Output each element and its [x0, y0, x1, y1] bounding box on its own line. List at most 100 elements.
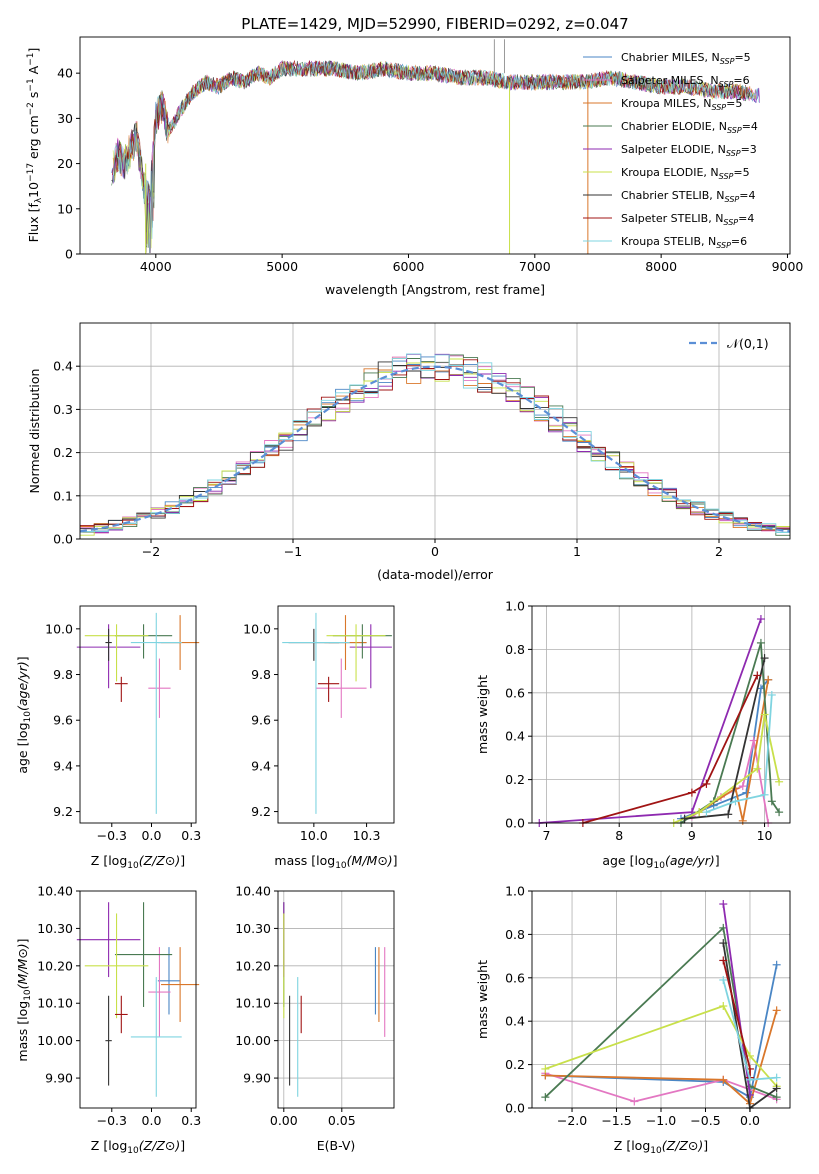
spectrum-line — [112, 60, 760, 253]
y-tick-label: 0.1 — [53, 488, 73, 503]
legend-label: 𝒩(0,1) — [727, 336, 769, 351]
x-tick-label: −0.3 — [97, 828, 127, 843]
chart-residuals: −2 −1 0 1 2 0.0 0.1 0.2 0.3 0.4 (data-model)/error… — [27, 322, 791, 582]
spectrum-line — [112, 59, 751, 253]
x-tick-label: 8 — [615, 828, 623, 843]
y-tick-label: 40 — [57, 66, 73, 81]
chart-mass-vs-EBV: 0.00 0.05 9.90 10.00 10.10 10.20 10.30 10.40 E(B… — [235, 884, 395, 1153]
x-tick-label: −0.3 — [97, 1113, 127, 1128]
axes-frame — [79, 890, 197, 1109]
legend-label: Salpeter STELIB, NSSP=4 — [621, 212, 754, 227]
chart-spectrum: 4000 5000 6000 7000 8000 9000 0 10 20 30 40 wavelen… — [26, 36, 803, 297]
legend-label: Chabrier STELIB, NSSP=4 — [621, 189, 755, 204]
axes-frame — [79, 605, 197, 824]
x-tick-label: 0.00 — [270, 1113, 298, 1128]
figure-title: PLATE=1429, MJD=52990, FIBERID=0292, z=0… — [241, 15, 628, 33]
weight-line — [582, 675, 759, 824]
axes-frame — [277, 890, 395, 1109]
y-tick-label: 0.4 — [505, 729, 525, 744]
legend-label: Salpeter MILES, NSSP=6 — [621, 74, 750, 89]
y-tick-label: 9.2 — [251, 804, 271, 819]
x-tick-label: 7000 — [519, 259, 551, 274]
x-axis-label: mass [log10(M/M⊙)] — [274, 853, 397, 871]
x-tick-label: 9 — [688, 828, 696, 843]
y-axis-label: mass weight — [475, 675, 490, 754]
y-tick-label: 10.10 — [235, 996, 271, 1011]
y-tick-label: 9.8 — [53, 667, 73, 682]
chart-weight-vs-Z: −2.0 −1.5 −1.0 −0.5 0.0 0.0 0.2 0.4 0.6 0.8 1.0 mas… — [475, 884, 791, 1156]
y-tick-label: 9.90 — [45, 1071, 73, 1086]
y-axis-label: mass [log10(M/M⊙)] — [15, 938, 33, 1061]
chart-age-vs-mass: 10.0 10.3 9.2 9.4 9.6 9.8 10.0 mass [log10(M/M⊙… — [243, 605, 398, 871]
y-axis-label: age [log10(age/yr)] — [15, 656, 33, 773]
x-tick-label: −2.0 — [557, 1113, 587, 1128]
plot-area — [541, 900, 781, 1112]
x-axis-label: Z [log10(Z/Z⊙)] — [614, 1138, 708, 1156]
x-tick-label: 8000 — [645, 259, 677, 274]
y-tick-label: 10.00 — [235, 1033, 271, 1048]
plot-area — [535, 615, 784, 827]
x-axis-label: E(B-V) — [317, 1138, 356, 1153]
y-tick-label: 10.20 — [37, 958, 73, 973]
y-tick-label: 9.4 — [53, 758, 73, 773]
y-tick-label: 10.20 — [235, 958, 271, 973]
x-tick-label: 0.3 — [181, 1113, 201, 1128]
legend-label: Salpeter ELODIE, NSSP=3 — [621, 143, 757, 158]
x-tick-label: 10.0 — [300, 828, 328, 843]
legend-label: Chabrier ELODIE, NSSP=4 — [621, 120, 758, 135]
x-tick-label: −1.0 — [646, 1113, 676, 1128]
y-tick-label: 0.0 — [505, 1101, 525, 1116]
y-tick-label: 0.8 — [505, 642, 525, 657]
weight-line — [545, 964, 778, 1099]
plot-area — [283, 902, 386, 1097]
y-tick-label: 9.6 — [53, 713, 73, 728]
x-axis-label: age [log10(age/yr)] — [602, 853, 719, 871]
y-tick-label: 10.0 — [243, 621, 271, 636]
y-tick-label: 1.0 — [505, 884, 525, 899]
weight-line — [545, 1010, 778, 1106]
x-tick-label: 10.3 — [353, 828, 381, 843]
y-tick-label: 0.6 — [505, 970, 525, 985]
y-tick-label: 0.0 — [53, 532, 73, 547]
x-tick-label: 0.05 — [328, 1113, 356, 1128]
legend-label: Chabrier MILES, NSSP=5 — [621, 51, 751, 66]
y-tick-label: 10.40 — [235, 884, 271, 899]
weight-line — [544, 926, 778, 1099]
x-tick-label: −1.5 — [601, 1113, 631, 1128]
x-axis-label: (data-model)/error — [377, 567, 494, 582]
x-axis-label: Z [log10(Z/Z⊙)] — [91, 1138, 185, 1156]
y-tick-label: 0.4 — [53, 359, 73, 374]
y-tick-label: 10.00 — [37, 1033, 73, 1048]
plot-area — [282, 612, 392, 814]
histogram-step — [80, 353, 790, 533]
y-axis-label: mass weight — [475, 960, 490, 1039]
y-tick-label: 0.2 — [505, 772, 525, 787]
x-tick-label: −0.5 — [690, 1113, 720, 1128]
x-axis-label: wavelength [Angstrom, rest frame] — [325, 282, 545, 297]
y-tick-label: 0.6 — [505, 685, 525, 700]
axes-frame — [79, 322, 791, 540]
chart-age-vs-Z: −0.3 0.0 0.3 9.2 9.4 9.6 9.8 10.0 Z [log10(Z/Z⊙)… — [15, 605, 201, 871]
y-tick-label: 9.8 — [251, 667, 271, 682]
y-tick-label: 10.30 — [235, 921, 271, 936]
y-tick-label: 10.0 — [45, 621, 73, 636]
plot-area — [76, 902, 200, 1097]
x-tick-label: 0.0 — [740, 1113, 760, 1128]
y-tick-label: 1.0 — [505, 599, 525, 614]
x-tick-label: 0 — [431, 544, 439, 559]
y-tick-label: 0.2 — [505, 1057, 525, 1072]
x-axis-label: Z [log10(Z/Z⊙)] — [91, 853, 185, 871]
y-tick-label: 30 — [57, 111, 73, 126]
legend-label: Kroupa ELODIE, NSSP=5 — [621, 166, 750, 181]
chart-mass-vs-Z: −0.3 0.0 0.3 9.90 10.00 10.10 10.20 10.30 10.40 Z… — [15, 884, 201, 1157]
x-tick-label: 2 — [715, 544, 723, 559]
legend: Chabrier MILES, NSSP=5 Salpeter MILES, NS… — [583, 51, 758, 250]
plot-area — [111, 39, 760, 254]
x-tick-label: 4000 — [140, 259, 172, 274]
y-tick-label: 20 — [57, 156, 73, 171]
legend-label: Kroupa STELIB, NSSP=6 — [621, 235, 747, 250]
y-tick-label: 0.4 — [505, 1014, 525, 1029]
y-tick-label: 0.2 — [53, 445, 73, 460]
weight-line — [706, 694, 773, 813]
